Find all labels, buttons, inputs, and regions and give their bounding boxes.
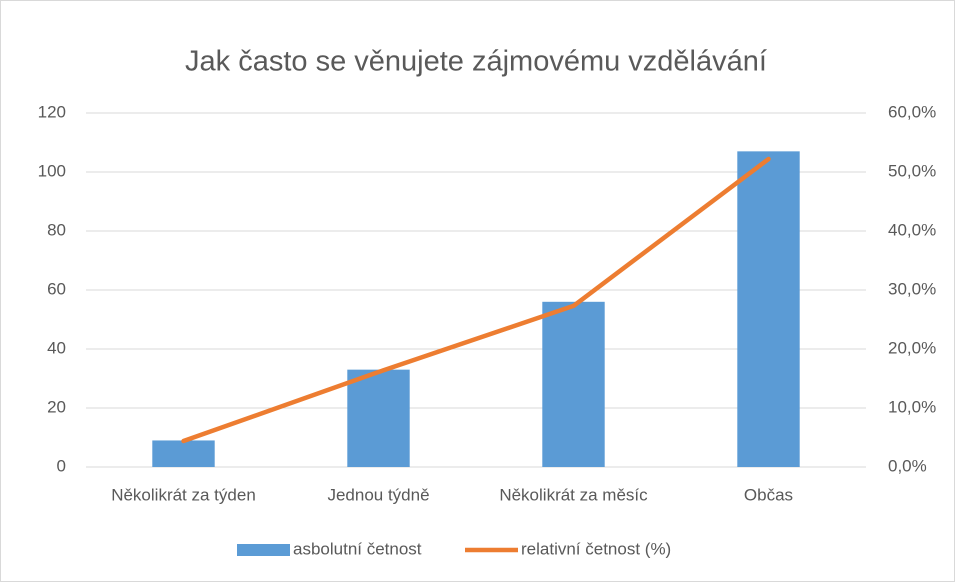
y-tick-label: 60 [47,279,66,298]
y-tick-label: 100 [38,161,66,180]
bar [737,151,800,467]
bar [347,369,410,467]
x-tick-label: Několikrát za týden [111,485,256,504]
y2-tick-label: 20,0% [888,338,936,357]
y2-tick-label: 0,0% [888,456,927,475]
chart-title: Jak často se věnujete zájmovému vzdělává… [185,46,767,78]
y-tick-label: 20 [47,397,66,416]
y-tick-label: 0 [57,456,66,475]
y-tick-label: 80 [47,220,66,239]
y2-tick-label: 60,0% [888,102,936,121]
y2-tick-label: 10,0% [888,397,936,416]
x-tick-label: Občas [744,485,793,504]
legend-swatch [237,544,290,556]
legend-label: asbolutní četnost [293,539,422,558]
x-tick-label: Jednou týdně [327,485,429,504]
line [181,156,771,444]
bar [542,301,605,467]
y2-tick-label: 40,0% [888,220,936,239]
legend-label: relativní četnost (%) [521,539,671,558]
bar [152,440,215,467]
y2-tick-label: 30,0% [888,279,936,298]
y-tick-label: 40 [47,338,66,357]
x-tick-label: Několikrát za měsíc [499,485,648,504]
y2-tick-label: 50,0% [888,161,936,180]
y-tick-label: 120 [38,102,66,121]
